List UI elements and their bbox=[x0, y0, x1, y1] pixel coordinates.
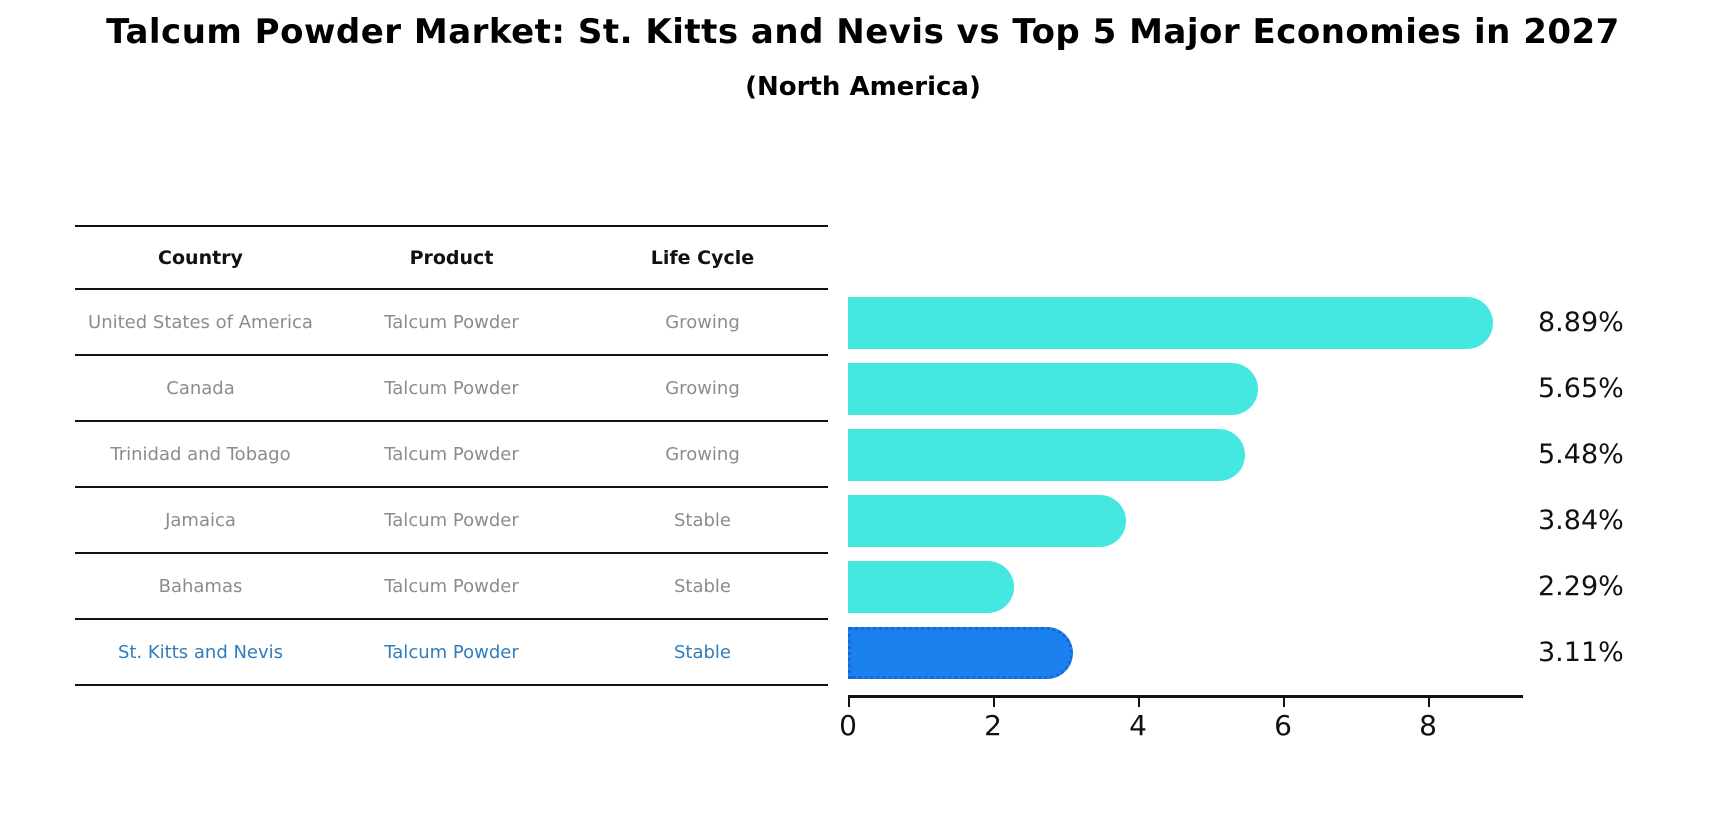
table-row: Trinidad and Tobago Talcum Powder Growing bbox=[75, 422, 828, 488]
table-row: Bahamas Talcum Powder Stable bbox=[75, 554, 828, 620]
value-bar bbox=[848, 495, 1126, 547]
table-row: Jamaica Talcum Powder Stable bbox=[75, 488, 828, 554]
x-axis-tick-label: 2 bbox=[984, 709, 1002, 742]
x-axis-tick bbox=[1428, 698, 1430, 707]
table-cell-country: St. Kitts and Nevis bbox=[117, 641, 284, 663]
chart-subtitle: (North America) bbox=[745, 72, 981, 102]
x-axis-tick bbox=[1138, 698, 1140, 707]
value-label: 8.89% bbox=[1538, 307, 1624, 338]
table-body: United States of America Talcum Powder Gro… bbox=[75, 290, 828, 686]
table-cell-life-cycle: Growing bbox=[665, 377, 740, 399]
x-axis-tick bbox=[848, 698, 850, 707]
x-axis-tick-label: 8 bbox=[1419, 709, 1437, 742]
chart-title: Talcum Powder Market: St. Kitts and Nevi… bbox=[106, 12, 1620, 52]
x-axis-tick bbox=[993, 698, 995, 707]
table-cell-country: Bahamas bbox=[158, 575, 243, 597]
table-cell-product: Talcum Powder bbox=[384, 377, 519, 399]
x-axis-tick-label: 0 bbox=[839, 709, 857, 742]
table-cell-product: Talcum Powder bbox=[384, 509, 519, 531]
table-header-row: Country Product Life Cycle bbox=[75, 225, 828, 290]
table-cell-product: Talcum Powder bbox=[384, 311, 519, 333]
x-axis-tick bbox=[1283, 698, 1285, 707]
table-cell-country: United States of America bbox=[88, 311, 313, 333]
value-bar bbox=[848, 561, 1014, 613]
table-header-country: Country bbox=[158, 246, 243, 269]
table-row: Canada Talcum Powder Growing bbox=[75, 356, 828, 422]
value-label: 2.29% bbox=[1538, 571, 1624, 602]
table-cell-product: Talcum Powder bbox=[384, 641, 519, 663]
table-cell-life-cycle: Stable bbox=[673, 641, 731, 663]
table-cell-life-cycle: Stable bbox=[673, 509, 731, 531]
highlight-value-bar bbox=[848, 627, 1073, 679]
table-cell-product: Talcum Powder bbox=[384, 575, 519, 597]
value-label: 5.48% bbox=[1538, 439, 1624, 470]
table-cell-country: Trinidad and Tobago bbox=[110, 443, 291, 465]
x-axis-tick-label: 6 bbox=[1274, 709, 1292, 742]
value-label: 3.84% bbox=[1538, 505, 1624, 536]
value-label: 5.65% bbox=[1538, 373, 1624, 404]
table-cell-product: Talcum Powder bbox=[384, 443, 519, 465]
value-label: 3.11% bbox=[1538, 637, 1624, 668]
table-cell-country: Jamaica bbox=[165, 509, 236, 531]
table-header-product: Product bbox=[409, 246, 494, 269]
x-axis-tick-label: 4 bbox=[1129, 709, 1147, 742]
value-bar bbox=[848, 363, 1258, 415]
x-axis-line bbox=[848, 695, 1523, 698]
table-cell-life-cycle: Stable bbox=[673, 575, 731, 597]
table-cell-life-cycle: Growing bbox=[665, 443, 740, 465]
value-bar bbox=[848, 297, 1493, 349]
table-cell-life-cycle: Growing bbox=[665, 311, 740, 333]
table-header-life-cycle: Life Cycle bbox=[650, 246, 755, 269]
country-table: Country Product Life Cycle United States… bbox=[75, 225, 828, 686]
plot-area: 8.89% 5.65% 5.48% 3.84% 2.29% 3.11% 0 2 4 6 8 bbox=[839, 290, 1624, 742]
table-row: St. Kitts and Nevis Talcum Powder Stable bbox=[75, 620, 828, 686]
table-cell-country: Canada bbox=[166, 377, 235, 399]
value-bar bbox=[848, 429, 1245, 481]
table-row: United States of America Talcum Powder Gro… bbox=[75, 290, 828, 356]
